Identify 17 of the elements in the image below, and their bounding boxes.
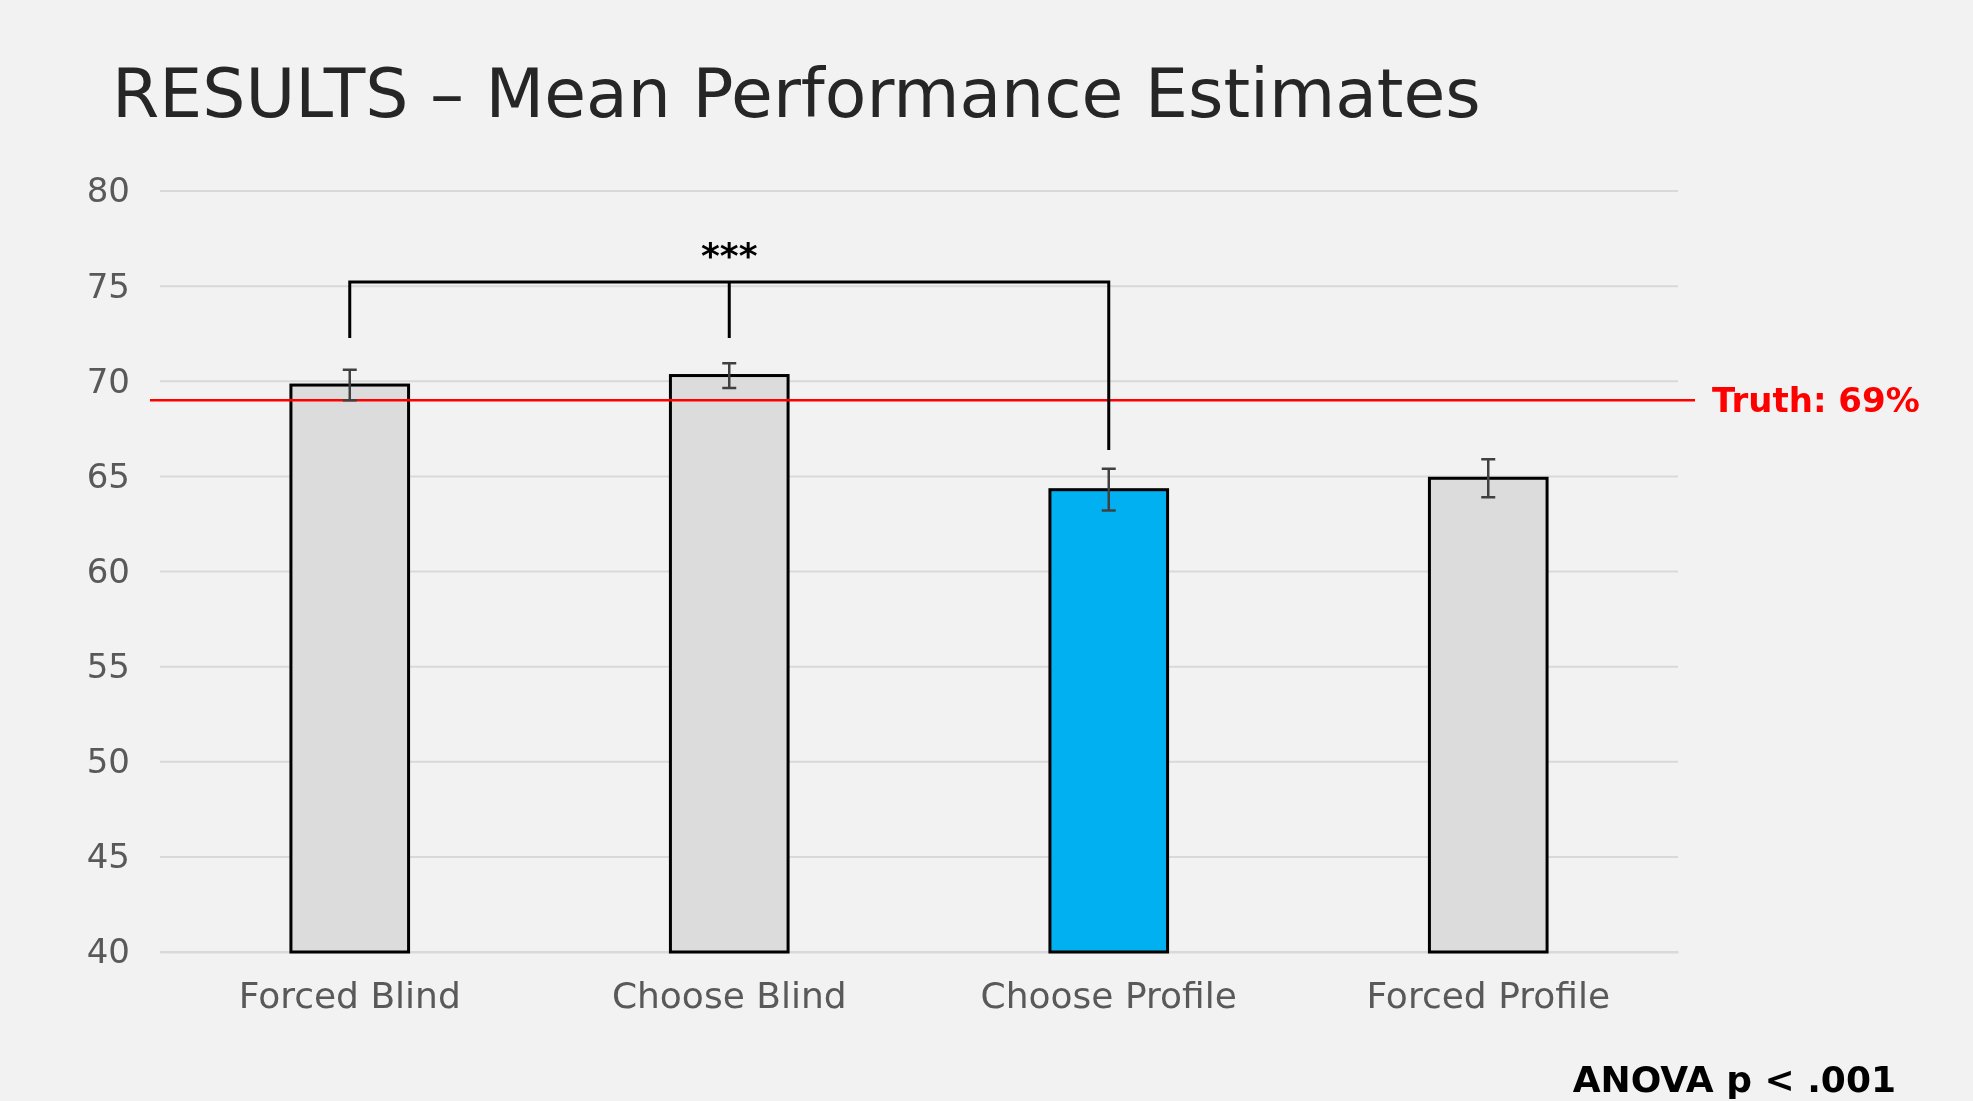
y-tick-label: 80	[86, 170, 130, 211]
x-tick-label: Forced Profile	[1366, 974, 1611, 1016]
y-tick-label: 45	[86, 836, 130, 877]
y-tick-label: 70	[86, 360, 130, 401]
chart-title: RESULTS – Mean Performance Estimates	[112, 54, 1481, 133]
y-tick-label: 75	[86, 265, 130, 306]
y-tick-label: 55	[86, 646, 130, 687]
y-tick-label: 65	[86, 455, 130, 496]
annotation: ***	[701, 235, 758, 276]
x-tick-label: Choose Profile	[980, 974, 1237, 1016]
y-tick-label: 50	[86, 741, 130, 782]
ref-line-label: Truth: 69%	[1712, 380, 1920, 421]
y-tick-label: 60	[86, 550, 130, 591]
x-tick-label: Choose Blind	[611, 974, 847, 1016]
text: ANOVA p < .001	[1572, 1059, 1896, 1100]
x-tick-label: Forced Blind	[238, 974, 461, 1016]
y-tick-label: 40	[86, 931, 130, 972]
